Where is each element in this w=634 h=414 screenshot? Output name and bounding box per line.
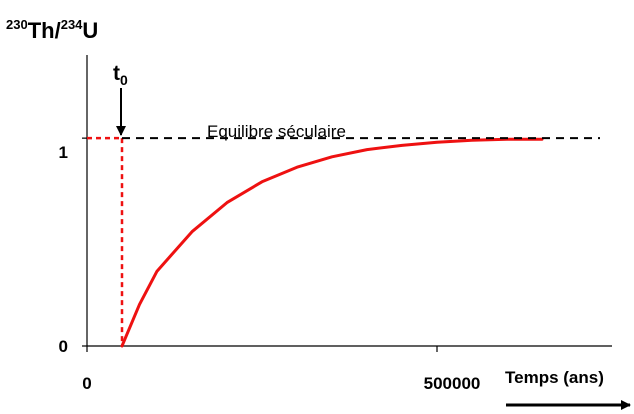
y-axis-label: 230Th/234U — [6, 17, 98, 43]
axes — [82, 55, 612, 352]
t0-label: t0 — [113, 62, 128, 88]
reference-line-label: Equilibre séculaire — [207, 122, 346, 141]
y-label-sep: / — [55, 18, 61, 43]
t0-label-main: t — [113, 62, 120, 85]
x-tick-label-0: 0 — [82, 374, 91, 393]
y-label-iso1: Th — [28, 18, 55, 43]
x-tick-label-500000: 500000 — [424, 374, 481, 393]
y-tick-label-0: 0 — [59, 337, 68, 356]
series-layer — [87, 136, 544, 348]
y-label-iso2: U — [82, 18, 98, 43]
y-tick-label-1: 1 — [59, 143, 68, 162]
y-label-iso1-mass: 230 — [6, 17, 28, 32]
y-label-iso2-mass: 234 — [61, 17, 83, 32]
x-axis-label: Temps (ans) — [505, 368, 604, 387]
t0-label-sub: 0 — [120, 72, 128, 88]
series-line-0 — [120, 137, 544, 348]
